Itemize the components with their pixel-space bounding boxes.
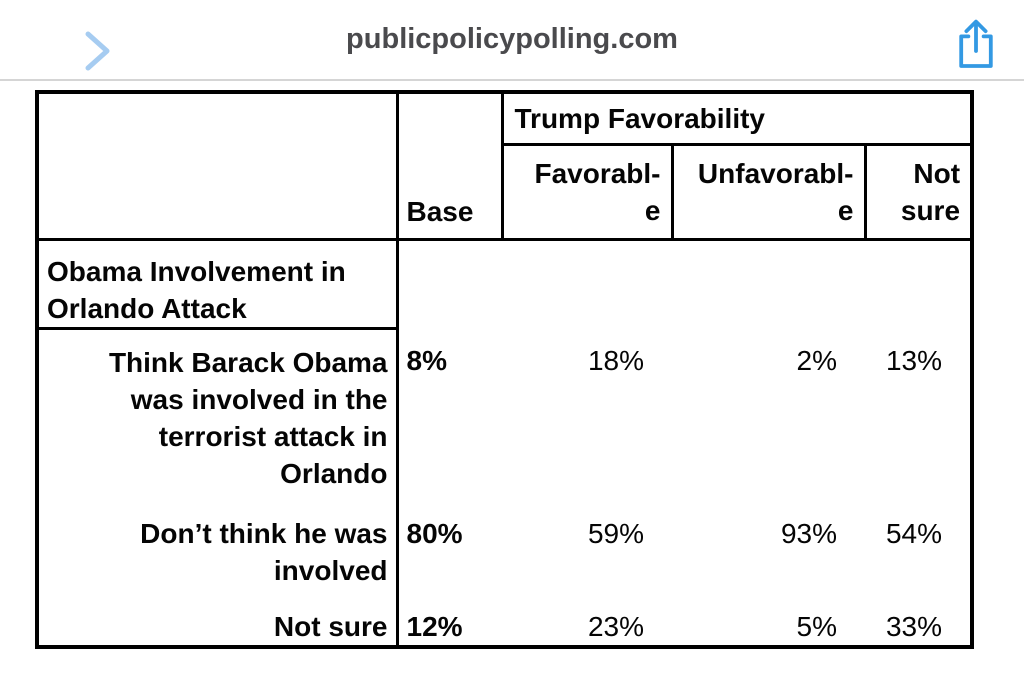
- base-header-cell: Base: [395, 90, 504, 241]
- corner-cell: [35, 90, 399, 241]
- not-sure-value-cell: 13%: [885, 345, 943, 376]
- row-label-cell: Not sure: [37, 594, 399, 647]
- group-header-cell: Trump Favorability: [500, 90, 974, 146]
- share-icon: [952, 19, 1000, 75]
- url-field[interactable]: publicpolicypolling.com: [346, 23, 678, 55]
- group-header-row: Base Trump Favorability: [35, 90, 974, 241]
- favorable-value-cell: 23%: [587, 611, 644, 642]
- forward-button[interactable]: [80, 28, 114, 74]
- row-label-cell: Don’t think he was involved: [37, 501, 399, 594]
- subheader-unfavorable: Unfavorabl- e: [670, 142, 867, 241]
- share-button[interactable]: [952, 16, 1000, 72]
- category-header-cell: Obama Involvement in Orlando Attack: [37, 239, 399, 330]
- page-content: Base Trump Favorability Favorabl- e Unfa…: [35, 90, 975, 649]
- row-label-cell: Think Barack Obama was involved in the t…: [37, 328, 399, 501]
- unfavorable-value-cell: 2%: [796, 345, 837, 376]
- favorable-value-cell: 59%: [587, 518, 644, 549]
- subheader-not-sure: Not sure: [863, 142, 974, 241]
- unfavorable-value-cell: 5%: [796, 611, 837, 642]
- subheader-favorable: Favorabl- e: [500, 142, 674, 241]
- browser-navbar: publicpolicypolling.com: [0, 0, 1024, 81]
- table-row: Think Barack Obama was involved in the t…: [37, 328, 972, 501]
- chevron-right-icon: [80, 31, 114, 77]
- category-row-spacer: [397, 239, 972, 328]
- not-sure-value-cell: 54%: [885, 518, 943, 549]
- favorable-value-cell: 18%: [587, 345, 644, 376]
- base-value-cell: 8%: [406, 345, 447, 376]
- category-row: Obama Involvement in Orlando Attack: [37, 239, 972, 330]
- not-sure-value-cell: 33%: [885, 611, 943, 642]
- subheader-row: Favorabl- e Unfavorabl- e Not sure: [37, 142, 974, 241]
- crosstab-table: Base Trump Favorability Favorabl- e Unfa…: [35, 90, 975, 649]
- table-row: Not sure 12% 23% 5% 33%: [37, 594, 972, 647]
- unfavorable-value-cell: 93%: [780, 518, 837, 549]
- base-value-cell: 80%: [406, 518, 463, 549]
- table-row: Don’t think he was involved 80% 59% 93% …: [37, 501, 972, 594]
- base-value-cell: 12%: [406, 611, 463, 642]
